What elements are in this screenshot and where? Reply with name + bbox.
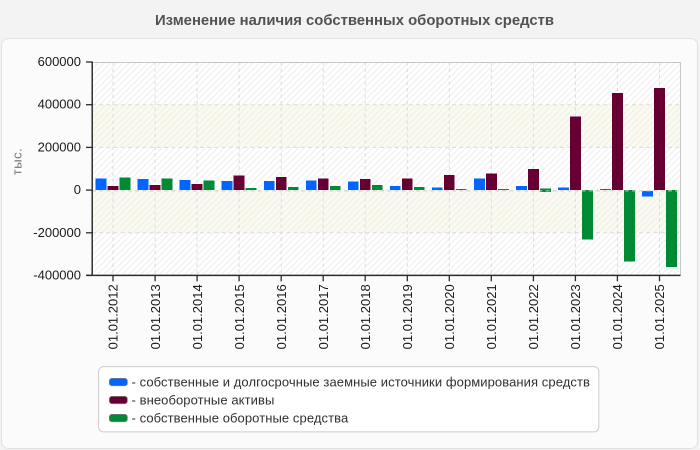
svg-text:600000: 600000 <box>38 54 81 69</box>
svg-text:01.01.2014: 01.01.2014 <box>190 284 205 349</box>
svg-text:-400000: -400000 <box>33 268 81 283</box>
svg-text:400000: 400000 <box>38 97 81 112</box>
svg-text:01.01.2015: 01.01.2015 <box>232 284 247 349</box>
svg-text:Изменение наличия собственных: Изменение наличия собственных оборотных … <box>155 12 554 29</box>
svg-text:01.01.2023: 01.01.2023 <box>568 284 583 349</box>
svg-text:тыс.: тыс. <box>10 148 25 175</box>
svg-text:- собственные и долгосрочные з: - собственные и долгосрочные заемные ист… <box>132 375 590 390</box>
svg-text:01.01.2018: 01.01.2018 <box>358 284 373 349</box>
svg-text:200000: 200000 <box>38 139 81 154</box>
svg-text:01.01.2025: 01.01.2025 <box>652 284 667 349</box>
svg-text:01.01.2012: 01.01.2012 <box>106 284 121 349</box>
svg-text:01.01.2024: 01.01.2024 <box>610 284 625 349</box>
svg-text:- собственные оборотные средст: - собственные оборотные средства <box>132 411 349 426</box>
svg-text:01.01.2013: 01.01.2013 <box>148 284 163 349</box>
svg-text:01.01.2020: 01.01.2020 <box>442 284 457 349</box>
svg-text:01.01.2022: 01.01.2022 <box>526 284 541 349</box>
svg-text:01.01.2017: 01.01.2017 <box>316 284 331 349</box>
svg-text:0: 0 <box>74 182 81 197</box>
svg-text:01.01.2016: 01.01.2016 <box>274 284 289 349</box>
svg-text:01.01.2021: 01.01.2021 <box>484 284 499 349</box>
svg-text:- внеоборотные активы: - внеоборотные активы <box>132 393 275 408</box>
svg-text:-200000: -200000 <box>33 225 81 240</box>
svg-text:01.01.2019: 01.01.2019 <box>400 284 415 349</box>
